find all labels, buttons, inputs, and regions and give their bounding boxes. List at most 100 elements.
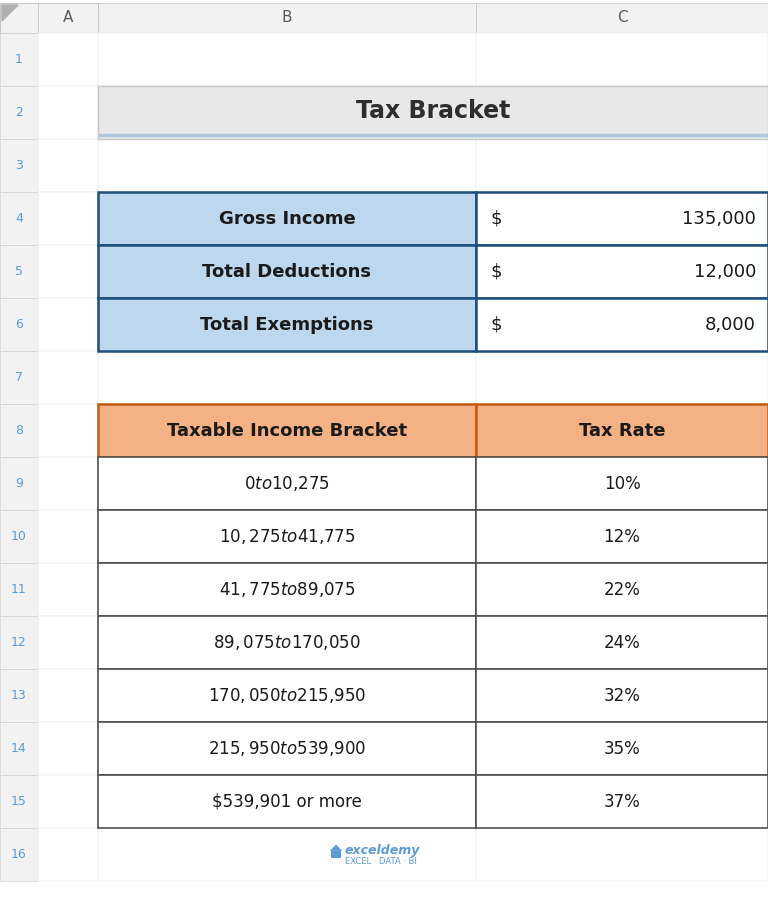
Bar xyxy=(0,828,38,881)
Text: 13: 13 xyxy=(11,689,27,702)
Bar xyxy=(38,722,98,775)
Bar xyxy=(0,298,38,351)
Bar xyxy=(98,245,476,298)
Text: Taxable Income Bracket: Taxable Income Bracket xyxy=(167,422,407,439)
Bar xyxy=(98,722,476,775)
Bar xyxy=(476,616,768,669)
Bar xyxy=(476,298,768,351)
Bar xyxy=(476,404,768,457)
Text: 9: 9 xyxy=(15,477,23,490)
Bar xyxy=(98,828,476,881)
Bar xyxy=(38,775,98,828)
Text: 37%: 37% xyxy=(604,792,641,810)
Bar xyxy=(476,457,768,510)
Bar xyxy=(0,192,38,245)
Bar xyxy=(0,722,38,775)
Text: $41,775 to $89,075: $41,775 to $89,075 xyxy=(219,580,356,599)
Bar xyxy=(476,245,768,298)
Bar xyxy=(98,139,476,192)
Bar xyxy=(98,86,476,139)
Bar xyxy=(98,351,476,404)
Bar xyxy=(0,563,38,616)
Bar xyxy=(98,298,476,351)
Polygon shape xyxy=(2,5,18,21)
Text: Tax Rate: Tax Rate xyxy=(579,422,665,439)
Bar xyxy=(476,775,768,828)
Text: EXCEL · DATA · BI: EXCEL · DATA · BI xyxy=(345,857,417,866)
Bar xyxy=(476,669,768,722)
Bar xyxy=(98,33,476,86)
Bar xyxy=(98,775,476,828)
Text: 1: 1 xyxy=(15,53,23,66)
Text: $10,275 to $41,775: $10,275 to $41,775 xyxy=(219,527,356,546)
Bar xyxy=(98,563,476,616)
Bar xyxy=(98,616,476,669)
Text: 5: 5 xyxy=(15,265,23,278)
Bar xyxy=(0,775,38,828)
Text: exceldemy: exceldemy xyxy=(345,844,420,857)
Bar xyxy=(98,669,476,722)
Bar xyxy=(0,33,38,86)
Bar xyxy=(38,828,98,881)
Bar xyxy=(476,563,768,616)
Bar xyxy=(476,457,768,510)
Bar xyxy=(0,351,38,404)
Bar xyxy=(0,245,38,298)
Text: Gross Income: Gross Income xyxy=(219,209,356,227)
Bar xyxy=(476,828,768,881)
Bar xyxy=(38,351,98,404)
Bar xyxy=(98,192,476,245)
Text: B: B xyxy=(282,10,293,26)
Text: Total Exemptions: Total Exemptions xyxy=(200,316,374,333)
Bar xyxy=(98,775,476,828)
Bar xyxy=(476,245,768,298)
Bar xyxy=(476,139,768,192)
Text: 8: 8 xyxy=(15,424,23,437)
Bar xyxy=(38,192,98,245)
Bar xyxy=(476,33,768,86)
Bar xyxy=(476,298,768,351)
Bar xyxy=(38,298,98,351)
Text: $: $ xyxy=(490,262,502,281)
Text: C: C xyxy=(617,10,627,26)
Text: 35%: 35% xyxy=(604,740,641,757)
Text: Tax Bracket: Tax Bracket xyxy=(356,99,510,122)
Bar xyxy=(476,722,768,775)
Bar xyxy=(38,457,98,510)
Text: 32%: 32% xyxy=(604,686,641,705)
Bar xyxy=(38,616,98,669)
Text: 22%: 22% xyxy=(604,580,641,599)
Text: 2: 2 xyxy=(15,106,23,119)
Bar xyxy=(476,351,768,404)
Bar xyxy=(98,563,476,616)
Bar xyxy=(98,86,768,139)
Text: 15: 15 xyxy=(11,795,27,808)
Text: 7: 7 xyxy=(15,371,23,384)
Text: 6: 6 xyxy=(15,318,23,331)
Polygon shape xyxy=(329,845,343,851)
Bar xyxy=(0,616,38,669)
Bar xyxy=(98,404,476,457)
Bar xyxy=(98,192,476,245)
Text: $215,950 to $539,900: $215,950 to $539,900 xyxy=(208,739,366,758)
Bar xyxy=(98,510,476,563)
Text: $0 to $10,275: $0 to $10,275 xyxy=(244,474,330,493)
Bar xyxy=(476,3,768,33)
Bar xyxy=(98,298,476,351)
Text: $: $ xyxy=(490,209,502,227)
Text: 11: 11 xyxy=(11,583,27,596)
Bar xyxy=(98,669,476,722)
Text: 3: 3 xyxy=(15,159,23,172)
Text: 10%: 10% xyxy=(604,474,641,493)
Bar xyxy=(476,192,768,245)
Bar xyxy=(476,404,768,457)
Text: 14: 14 xyxy=(11,742,27,755)
Bar xyxy=(38,669,98,722)
Text: 12%: 12% xyxy=(604,528,641,545)
Bar xyxy=(98,457,476,510)
Text: 10: 10 xyxy=(11,530,27,543)
Text: $: $ xyxy=(490,316,502,333)
Text: 8,000: 8,000 xyxy=(705,316,756,333)
Bar xyxy=(38,245,98,298)
Bar xyxy=(38,404,98,457)
